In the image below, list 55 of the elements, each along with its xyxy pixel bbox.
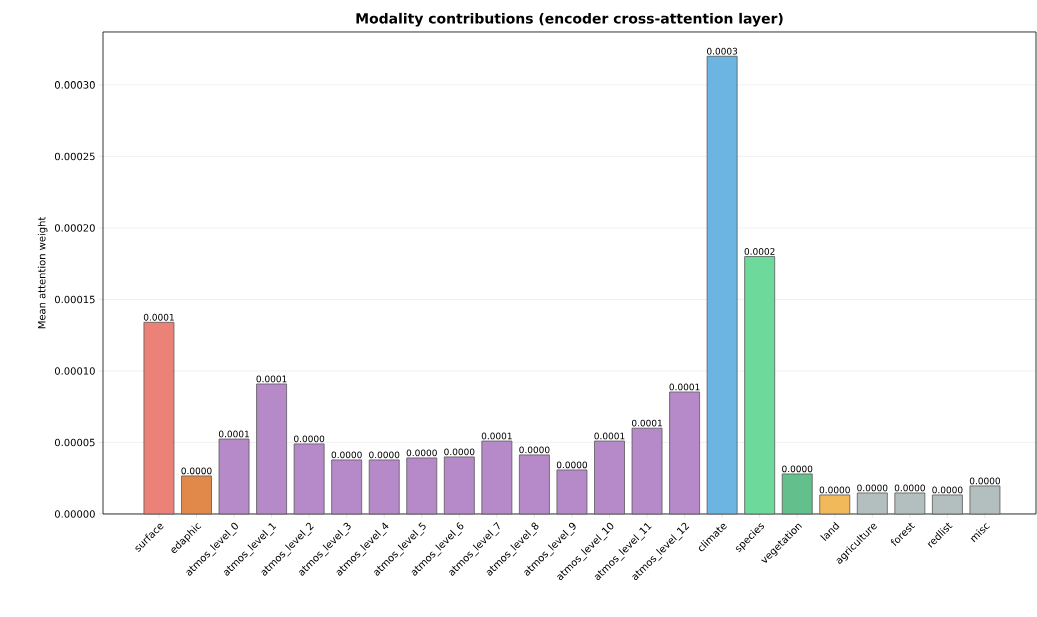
y-tick-label: 0.00010	[54, 367, 95, 375]
bar	[931, 494, 963, 515]
data-label: 0.0002	[744, 248, 775, 255]
data-label: 0.0000	[857, 484, 888, 492]
data-label: 0.0000	[819, 486, 850, 494]
data-label: 0.0000	[406, 449, 437, 457]
data-label: 0.0001	[143, 313, 174, 321]
data-label: 0.0000	[294, 435, 325, 443]
bar	[331, 459, 363, 515]
data-label: 0.0000	[932, 486, 963, 494]
bar	[556, 469, 588, 515]
bar	[256, 383, 287, 515]
bar	[218, 438, 250, 515]
bar	[594, 440, 625, 515]
bar	[293, 443, 325, 515]
bar	[443, 456, 475, 515]
bar	[744, 256, 776, 515]
data-label: 0.0000	[894, 484, 925, 492]
chart-title: Modality contributions (encoder cross-attention layer)	[356, 12, 783, 27]
data-label: 0.0000	[782, 465, 813, 473]
data-label: 0.0003	[707, 47, 738, 55]
bar	[894, 492, 926, 515]
y-tick-label: 0.00020	[54, 224, 95, 232]
bar	[969, 485, 1001, 515]
data-label: 0.0000	[519, 446, 550, 454]
bar	[706, 55, 738, 515]
bar	[781, 473, 813, 515]
bar	[856, 492, 888, 515]
bar	[368, 459, 400, 515]
data-label: 0.0001	[256, 375, 287, 383]
y-tick-label: 0.00005	[54, 438, 95, 447]
data-label: 0.0001	[594, 432, 625, 440]
data-label: 0.0000	[444, 448, 475, 456]
y-tick-label: 0.00030	[54, 81, 95, 89]
data-label: 0.0001	[218, 430, 249, 438]
data-label: 0.0000	[331, 451, 362, 459]
data-label: 0.0000	[556, 461, 588, 469]
data-label: 0.0001	[669, 383, 700, 391]
bar	[143, 321, 175, 515]
y-tick-label: 0.00015	[54, 295, 95, 304]
data-label: 0.0001	[631, 419, 662, 427]
bar	[518, 454, 550, 515]
y-tick-label: 0.00000	[54, 510, 95, 518]
bar	[669, 391, 700, 515]
bar	[819, 494, 851, 515]
bar	[481, 440, 513, 515]
bar	[181, 475, 212, 515]
y-tick-label: 0.00025	[54, 152, 95, 161]
data-label: 0.0001	[481, 432, 512, 440]
bar	[631, 427, 663, 515]
bar	[406, 457, 438, 515]
y-axis-title: Mean attention weight	[37, 216, 48, 329]
data-label: 0.0000	[369, 451, 400, 459]
data-label: 0.0000	[969, 477, 1001, 485]
data-label: 0.0000	[181, 467, 212, 475]
